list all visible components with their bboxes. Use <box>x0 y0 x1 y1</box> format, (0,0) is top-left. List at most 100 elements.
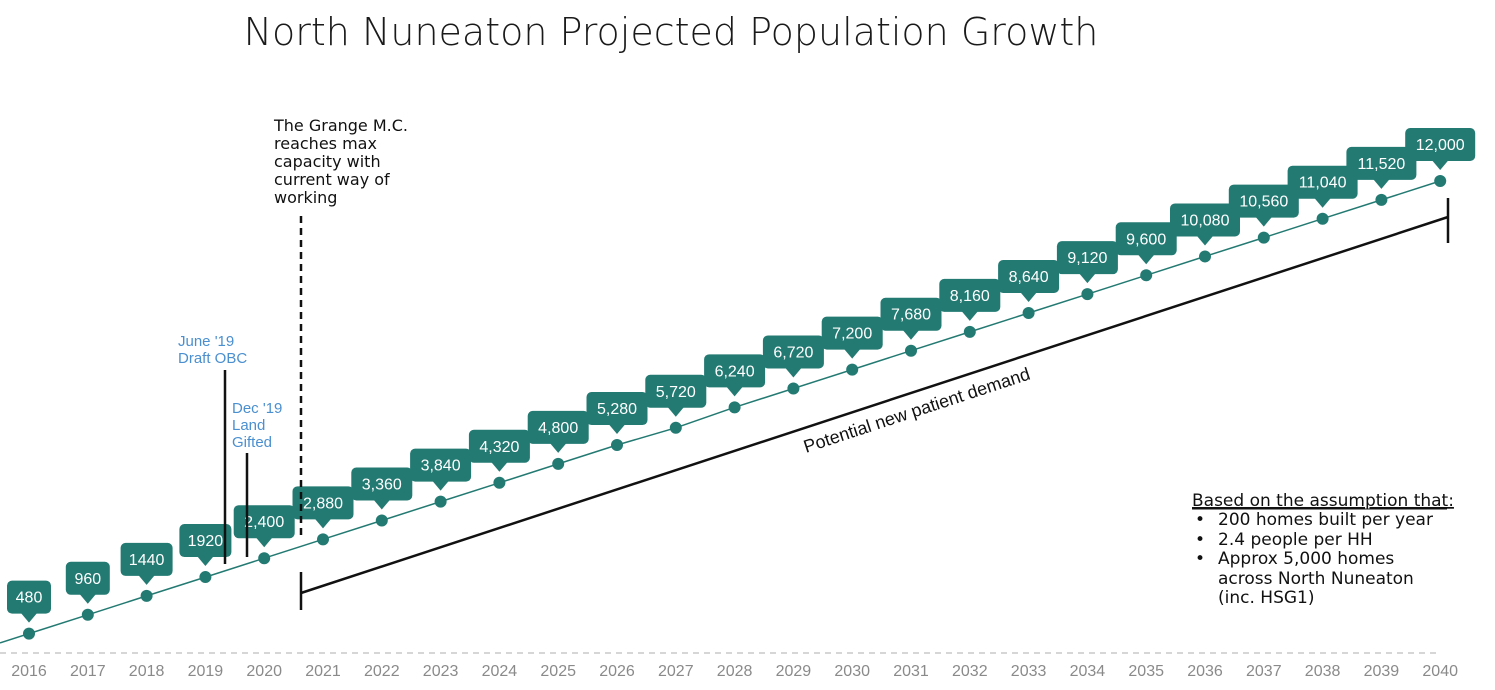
data-label: 9,120 <box>1067 250 1107 267</box>
callout-pointer <box>726 386 743 397</box>
data-label: 10,080 <box>1181 212 1230 229</box>
data-point <box>1199 250 1211 263</box>
data-point <box>728 401 741 414</box>
callout-box <box>998 260 1060 294</box>
callout-pointer <box>1314 198 1331 208</box>
data-point <box>1257 231 1270 244</box>
chart-title: North Nuneaton Projected Population Grow… <box>244 10 1099 54</box>
data-label-callout: 5,280 <box>586 392 648 435</box>
annotation-dec-19-line2: Land <box>232 417 265 434</box>
data-label-callout: 960 <box>65 561 110 604</box>
x-tick-label: 2038 <box>1305 663 1341 680</box>
data-point <box>787 382 800 395</box>
x-tick-label: 2030 <box>834 663 870 680</box>
data-label-callout: 1440 <box>120 542 173 585</box>
data-point <box>140 589 153 602</box>
x-tick-label: 2020 <box>246 663 282 680</box>
callout-pointer <box>197 556 214 567</box>
annotation-dec-19-line3: Gifted <box>232 434 272 451</box>
callout-pointer <box>1432 160 1449 170</box>
data-point <box>1434 175 1447 187</box>
data-point <box>258 552 271 565</box>
data-point <box>669 421 682 434</box>
callout-box <box>527 410 589 444</box>
annotation-grange-capacity: The Grange M.C. reaches max capacity wit… <box>273 116 408 540</box>
callout-box <box>351 467 413 501</box>
assumption-bullet-3-line2: across North Nuneaton <box>1218 569 1414 589</box>
data-label: 12,000 <box>1416 137 1465 154</box>
data-point <box>963 325 976 338</box>
x-tick-label: 2033 <box>1011 663 1047 680</box>
callout-box <box>939 278 1001 312</box>
assumption-bullet-3-marker: • <box>1195 549 1205 569</box>
series-line-group <box>0 180 1441 644</box>
x-tick-label: 2018 <box>129 663 165 680</box>
callout-box <box>1405 128 1476 161</box>
annotation-grange-line4: current way of <box>274 170 390 189</box>
data-label: 4,800 <box>538 420 578 437</box>
x-tick-label: 2016 <box>11 663 47 680</box>
data-label: 10,560 <box>1239 194 1288 211</box>
callout-box <box>179 524 232 558</box>
x-tick-label: 2029 <box>776 663 812 680</box>
annotation-dec-19-line1: Dec '19 <box>232 400 282 417</box>
callout-box <box>1056 241 1118 275</box>
data-label-callout: 4,320 <box>468 429 530 472</box>
x-tick-label: 2034 <box>1070 663 1106 680</box>
x-tick-label: 2036 <box>1187 663 1223 680</box>
data-label: 1440 <box>129 552 165 569</box>
callout-pointer <box>1255 217 1272 227</box>
callout-pointer <box>491 462 508 472</box>
annotation-dec-19: Dec '19 Land Gifted <box>232 400 282 557</box>
data-label-callouts: 480 960 1440 1920 2,400 2,880 3,360 3,840 4,320 4… <box>7 128 1476 623</box>
callout-box <box>645 374 707 408</box>
assumptions-heading: Based on the assumption that: <box>1192 491 1454 511</box>
data-label: 6,720 <box>773 344 813 361</box>
data-label: 7,680 <box>891 307 931 324</box>
x-tick-labels: 2016 2017 2018 2019 2020 2021 2022 2023 2024 2025… <box>11 663 1458 680</box>
assumptions-note: Based on the assumption that: • 200 home… <box>1192 491 1454 608</box>
data-label-callout: 10,080 <box>1170 203 1240 246</box>
callout-box <box>292 486 354 520</box>
data-label-callout: 8,160 <box>939 278 1001 321</box>
data-label: 11,040 <box>1299 175 1347 192</box>
data-label: 5,720 <box>656 384 696 401</box>
x-tick-label: 2017 <box>70 663 106 680</box>
data-label: 4,320 <box>479 439 519 456</box>
data-label: 960 <box>74 571 101 588</box>
annotation-grange-line2: reaches max <box>274 134 377 153</box>
data-point <box>905 344 917 357</box>
data-label-callout: 6,720 <box>762 335 824 378</box>
assumption-bullet-2: 2.4 people per HH <box>1218 530 1373 550</box>
callout-pointer <box>903 330 919 340</box>
data-label: 8,160 <box>950 288 990 305</box>
x-tick-label: 2027 <box>658 663 694 680</box>
callout-box <box>704 354 766 388</box>
callout-pointer <box>667 407 684 417</box>
assumption-bullet-3-line1: Approx 5,000 homes <box>1218 549 1394 569</box>
data-point <box>552 457 565 470</box>
x-tick-label: 2040 <box>1422 663 1458 680</box>
annotation-june-19-line1: June '19 <box>178 333 234 350</box>
callout-box <box>468 429 530 463</box>
data-label-callout: 5,720 <box>645 374 707 417</box>
x-tick-label: 2039 <box>1364 663 1400 680</box>
data-label: 8,640 <box>1009 269 1049 286</box>
data-label-callout: 11,520 <box>1346 146 1417 189</box>
callout-box <box>1228 184 1299 218</box>
data-point <box>317 533 329 546</box>
data-point <box>846 363 859 376</box>
x-tick-label: 2031 <box>893 663 929 680</box>
data-label-callout: 6,240 <box>704 354 766 397</box>
data-label-callout: 7,680 <box>880 297 942 340</box>
x-tick-label: 2021 <box>305 663 341 680</box>
data-label: 6,240 <box>715 363 755 380</box>
data-label-callout: 8,640 <box>998 260 1060 303</box>
x-tick-label: 2032 <box>952 663 988 680</box>
callout-pointer <box>785 367 802 378</box>
x-tick-label: 2037 <box>1246 663 1282 680</box>
callout-pointer <box>550 443 567 453</box>
data-point <box>81 608 94 621</box>
data-label-callout: 10,560 <box>1228 184 1299 227</box>
callout-pointer <box>1138 254 1155 265</box>
